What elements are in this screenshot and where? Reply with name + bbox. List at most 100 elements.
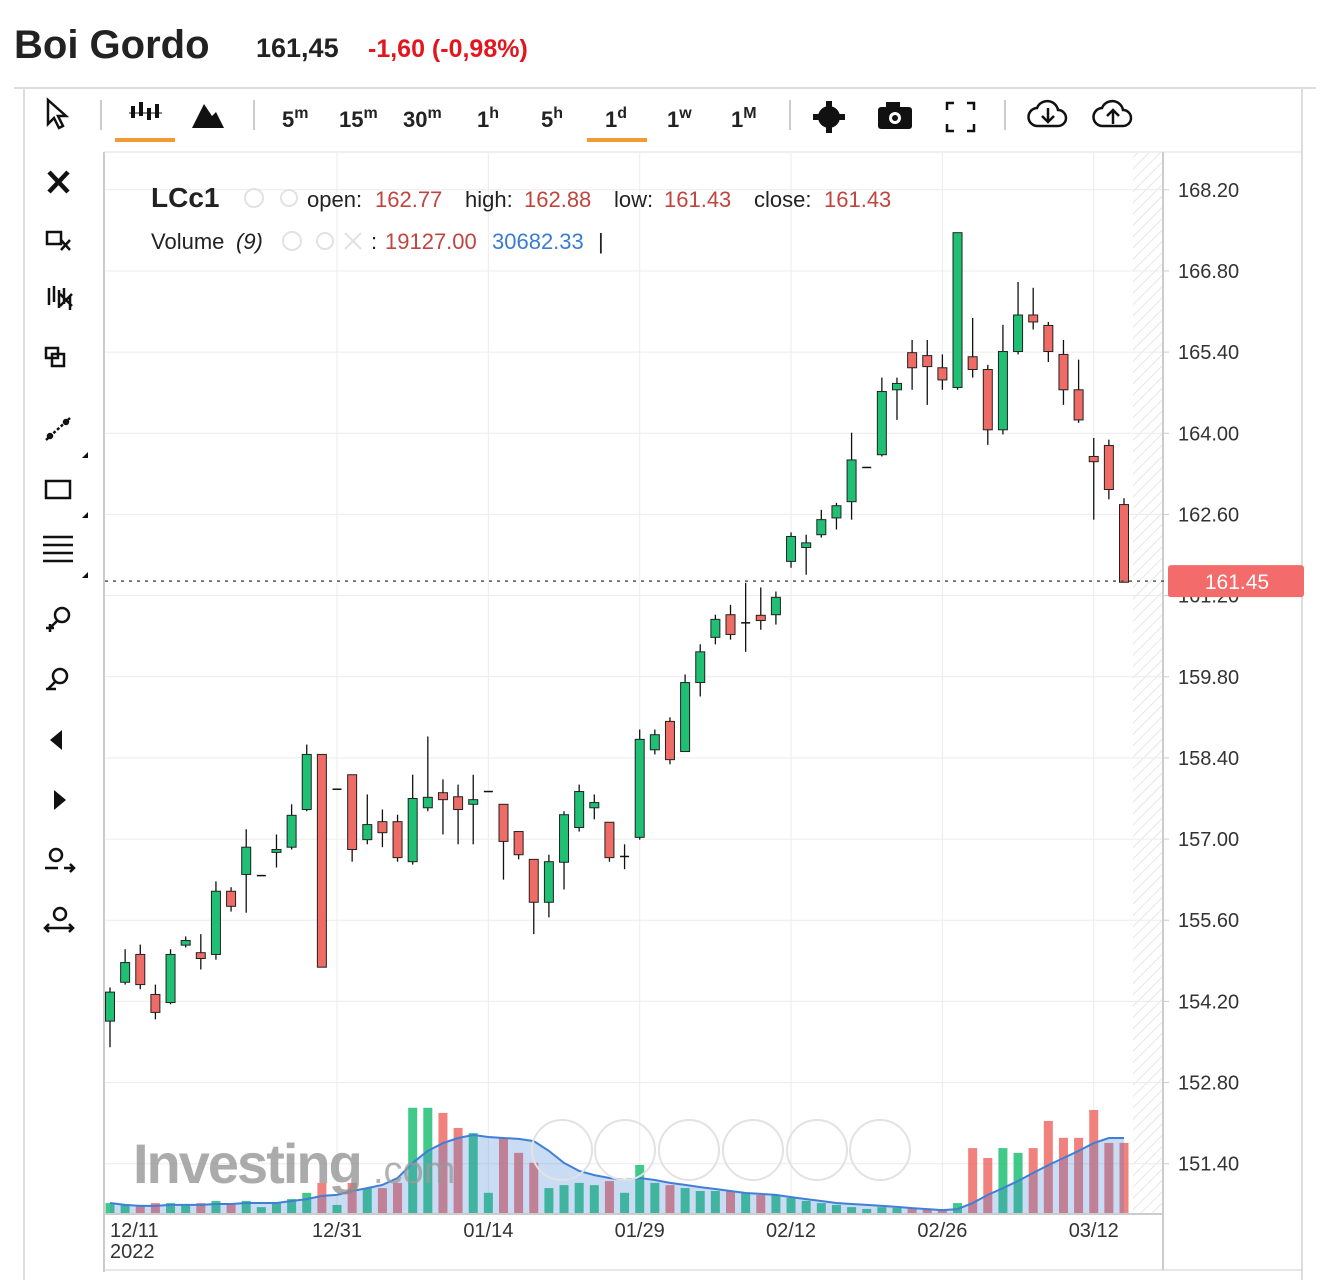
candle-body [997,351,1008,431]
volume-bar [1074,1137,1084,1213]
volume-bar [514,1152,524,1213]
candle-body [210,890,221,955]
settings-icon[interactable] [316,232,334,250]
zoom-out-tool[interactable] [46,667,69,691]
candle-body [347,774,358,851]
candle-body [332,788,342,790]
volume-bar [1104,1142,1114,1213]
candle-body [574,791,585,828]
volume-bar [544,1188,554,1213]
line-tool[interactable] [45,417,71,441]
visibility-icon[interactable] [244,188,264,208]
candle-body [105,991,115,1022]
remove-indicators[interactable] [47,286,73,310]
candle-body [180,940,191,946]
settings-button[interactable] [813,101,845,133]
volume-bar [589,1185,599,1213]
interval-button[interactable]: 1d [605,105,627,132]
volume-bar [1013,1152,1023,1213]
zoom-area-tool[interactable] [45,847,76,873]
volume-bar [529,1162,539,1213]
interval-number: 5 [541,107,553,132]
volume-bar [695,1191,705,1213]
compare-tool[interactable] [44,346,66,368]
volume-bar [317,1182,327,1213]
candle-body [1028,314,1039,323]
interval-button[interactable]: 5h [541,105,563,132]
candle-body [1043,324,1054,353]
last-price-badge [1168,565,1304,598]
interval-button[interactable]: 1M [731,105,757,132]
volume-bar [181,1204,191,1213]
candle-body [377,821,388,834]
camera-button[interactable] [878,102,912,129]
submenu-arrow [82,452,88,458]
interval-unit: h [489,105,499,122]
download-button[interactable] [1027,99,1068,128]
reset-zoom-tool[interactable] [43,906,75,933]
fullscreen-button[interactable] [945,101,976,133]
candle-body [846,459,857,503]
interval-number: 15 [339,107,363,132]
volume-bar [166,1203,176,1213]
left-toolbar [43,170,88,933]
remove-tool[interactable] [47,170,70,194]
visibility-icon[interactable] [282,231,302,251]
fibonacci-tool[interactable] [43,535,73,563]
zoom-in-tool[interactable] [46,606,71,632]
interval-button[interactable]: 15m [339,105,378,132]
remove-icon[interactable] [344,232,362,250]
legend-separator: : [371,229,377,254]
rectangle-tool[interactable] [44,479,72,500]
volume-bar [438,1112,448,1213]
area-type-button[interactable] [192,104,224,128]
interval-number: 1 [477,107,489,132]
volume-bar [135,1204,145,1213]
volume-ma-area [110,1135,1124,1213]
candle-body [1013,314,1024,353]
interval-number: 5 [282,107,294,132]
y-tick-label: 166.80 [1178,261,1239,283]
candle-body [891,382,902,391]
legend-label: Volume [151,229,224,254]
interval-unit: h [553,105,563,122]
volume-bar [635,1164,645,1213]
volume-bar [968,1148,978,1213]
y-tick-label: 151.40 [1178,1154,1239,1176]
upload-button[interactable] [1092,99,1133,128]
candle-body [468,799,479,805]
candle-body [741,622,751,624]
volume-bar [362,1188,372,1213]
interval-button[interactable]: 1h [477,105,499,132]
interval-button[interactable]: 1w [667,105,692,132]
selected-underline [587,138,647,142]
candle-body [1073,389,1084,421]
legend: LCc1 open: 162.77 high: 162.88 low: 161.… [151,182,891,254]
interval-button[interactable]: 30m [403,105,442,132]
settings-icon[interactable] [280,189,298,207]
volume-bar [1058,1137,1068,1213]
candle-body [967,356,978,370]
volume-bar [650,1182,660,1213]
candle-body [710,618,721,638]
volume-bar [256,1207,266,1213]
pointer-tool[interactable] [46,97,70,130]
interval-button[interactable]: 5m [282,105,308,132]
last-price-label: 161.45 [1205,571,1269,594]
watermark-suffix: .com [373,1150,455,1192]
scroll-left-tool[interactable] [50,730,62,750]
x-tick-label: 02/12 [766,1220,816,1242]
volume-bar [453,1127,463,1213]
candle-body [437,792,448,801]
y-tick-label: 162.60 [1178,504,1239,526]
legend-value: 162.77 [375,187,442,212]
candle-type-button[interactable] [129,102,162,120]
scroll-right-tool[interactable] [54,790,66,810]
volume-bar [241,1200,251,1213]
volume-bar [922,1208,932,1213]
y-tick-label: 165.40 [1178,342,1239,364]
watermark-brand: Investing [133,1132,361,1195]
remove-drawings[interactable] [45,230,71,251]
legend-value: 19127.00 [385,229,477,254]
top-toolbar: 5m 15m 30m 1h 5h 1d 1w 1M [46,97,1133,142]
